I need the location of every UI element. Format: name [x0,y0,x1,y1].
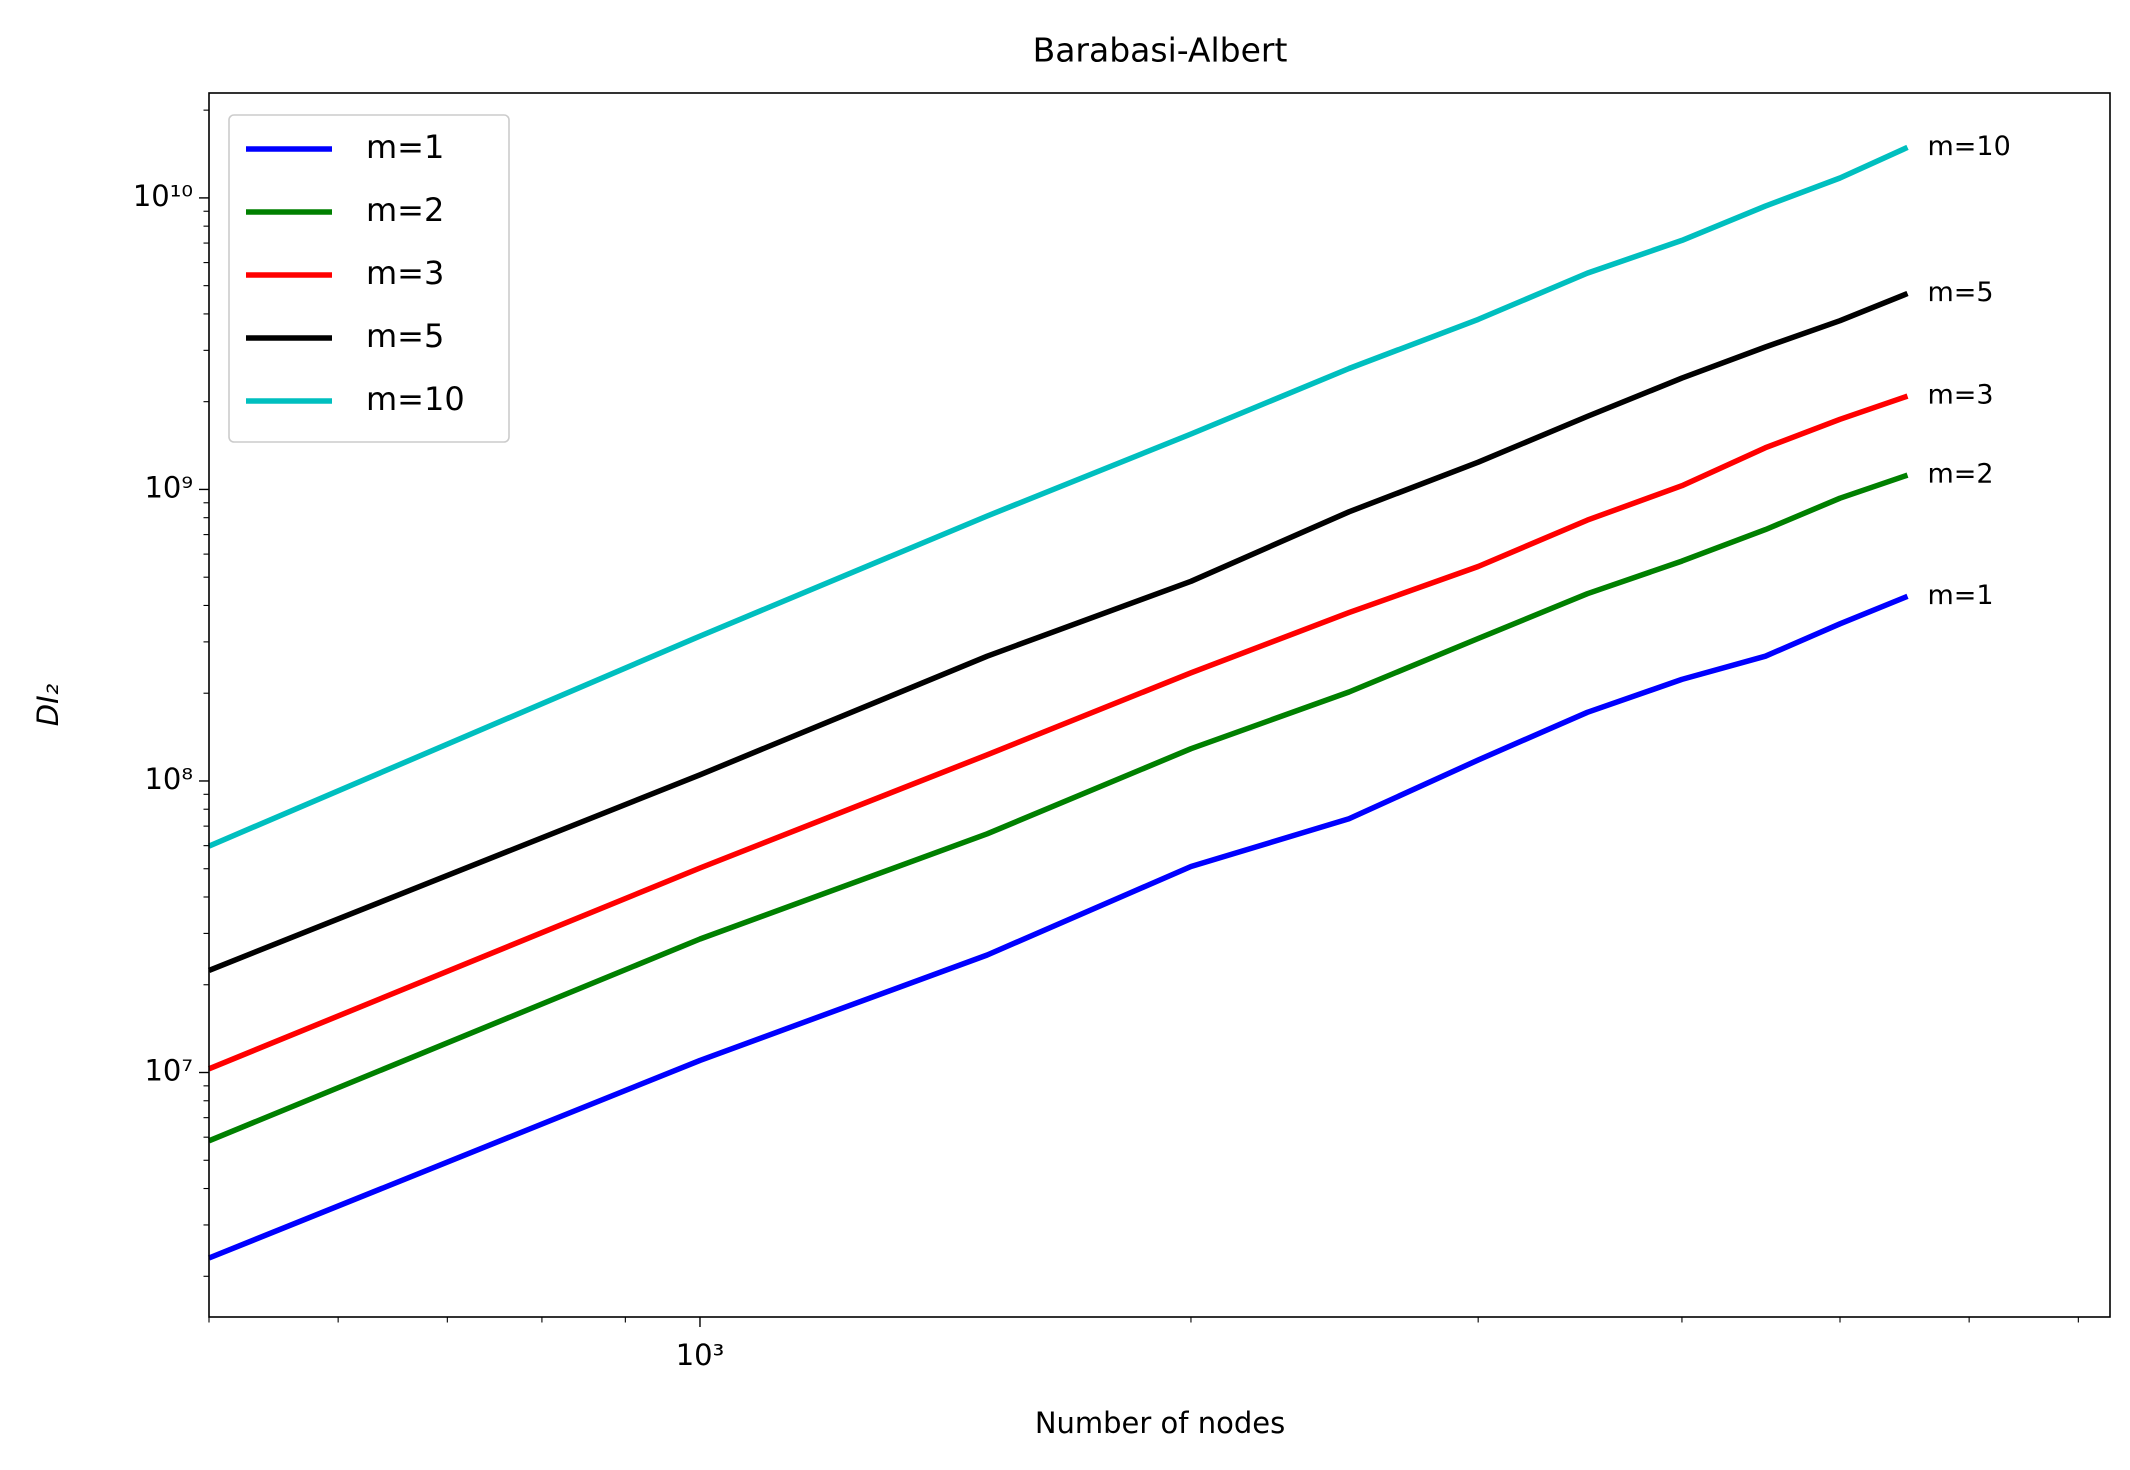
y-axis-label: DI₂ [31,683,65,726]
y-tick-label: 10⁸ [144,762,193,796]
end-label: m=10 [1928,131,2011,162]
series-line [207,290,1909,973]
series-line [207,144,1909,849]
legend: m=1 m=2 m=3 m=5 m=10 [228,114,510,443]
x-axis-label: Number of nodes [1035,1406,1285,1440]
legend-label: m=5 [366,317,444,355]
legend-label: m=10 [366,380,465,418]
plot-frame [208,92,2111,1318]
series-line [207,593,1909,1261]
y-tick-label: 10¹⁰ [133,179,193,213]
legend-label: m=1 [366,128,444,166]
legend-label: m=3 [366,254,444,292]
y-tick-label: 10⁷ [144,1054,193,1088]
series-line [207,393,1909,1072]
legend-box [228,114,510,443]
end-label: m=3 [1928,380,1994,411]
series-line [207,472,1909,1144]
end-label: m=2 [1928,459,1994,490]
end-label: m=5 [1928,277,1994,308]
end-label: m=1 [1928,580,1994,611]
chart-title: Barabasi-Albert [1033,31,1288,70]
y-tick-label: 10⁹ [144,470,193,504]
legend-label: m=2 [366,191,444,229]
x-tick-label: 10³ [676,1338,725,1372]
